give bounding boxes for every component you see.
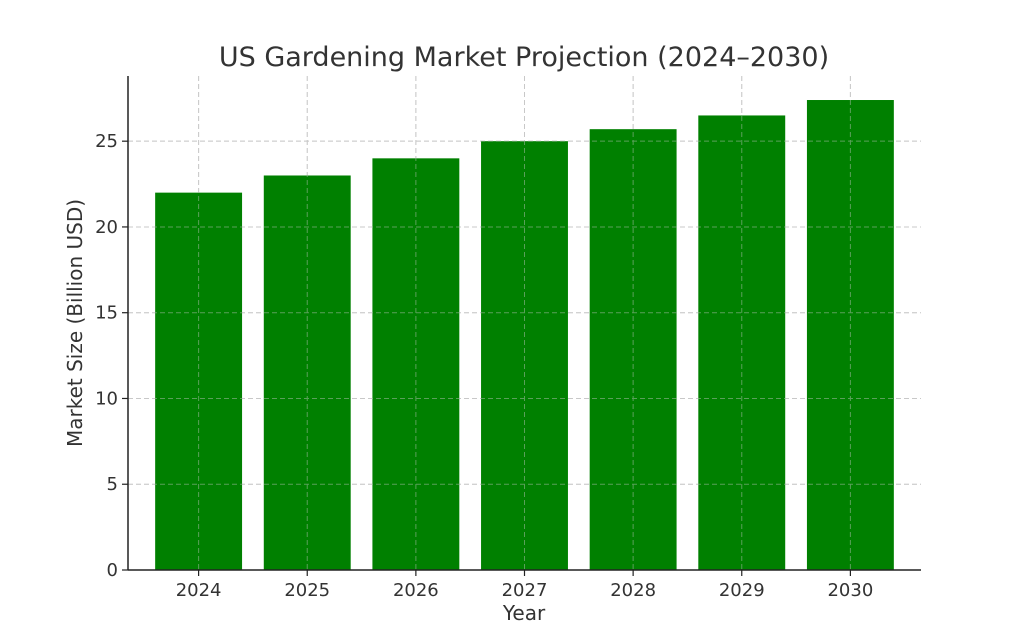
x-tick-label-2026: 2026: [393, 580, 439, 601]
y-tick-label: 10: [95, 388, 118, 409]
bar-2026: [372, 158, 460, 571]
y-tick-label: 15: [95, 303, 118, 324]
x-tick-label-2024: 2024: [176, 580, 222, 601]
bar-2030: [806, 100, 894, 570]
x-tick-label-2027: 2027: [502, 580, 548, 601]
x-tick-label-2029: 2029: [719, 580, 765, 601]
x-tick-label-2025: 2025: [284, 580, 330, 601]
bar-2024: [155, 192, 243, 570]
bar-2028: [589, 129, 677, 570]
y-tick-labels: 0 5 10 15 20 25: [95, 131, 128, 581]
grid-lines-overlay: [128, 76, 921, 570]
bar-2027: [481, 141, 568, 571]
y-tick-label: 0: [107, 560, 118, 581]
y-axis-label: Market Size (Billion USD): [63, 199, 87, 447]
x-tick-labels: 2024 2025 2026 2027 2028 2029 2030: [176, 570, 873, 601]
x-tick-label-2028: 2028: [610, 580, 656, 601]
bar-2025: [263, 175, 351, 570]
chart-title: US Gardening Market Projection (2024–203…: [219, 42, 829, 73]
y-tick-label: 25: [95, 131, 118, 152]
bar-2029: [698, 115, 786, 570]
bars: [155, 100, 894, 571]
y-tick-label: 5: [107, 474, 118, 495]
x-axis-label: Year: [502, 601, 546, 625]
x-tick-label-2030: 2030: [827, 580, 873, 601]
y-tick-label: 20: [95, 217, 118, 238]
